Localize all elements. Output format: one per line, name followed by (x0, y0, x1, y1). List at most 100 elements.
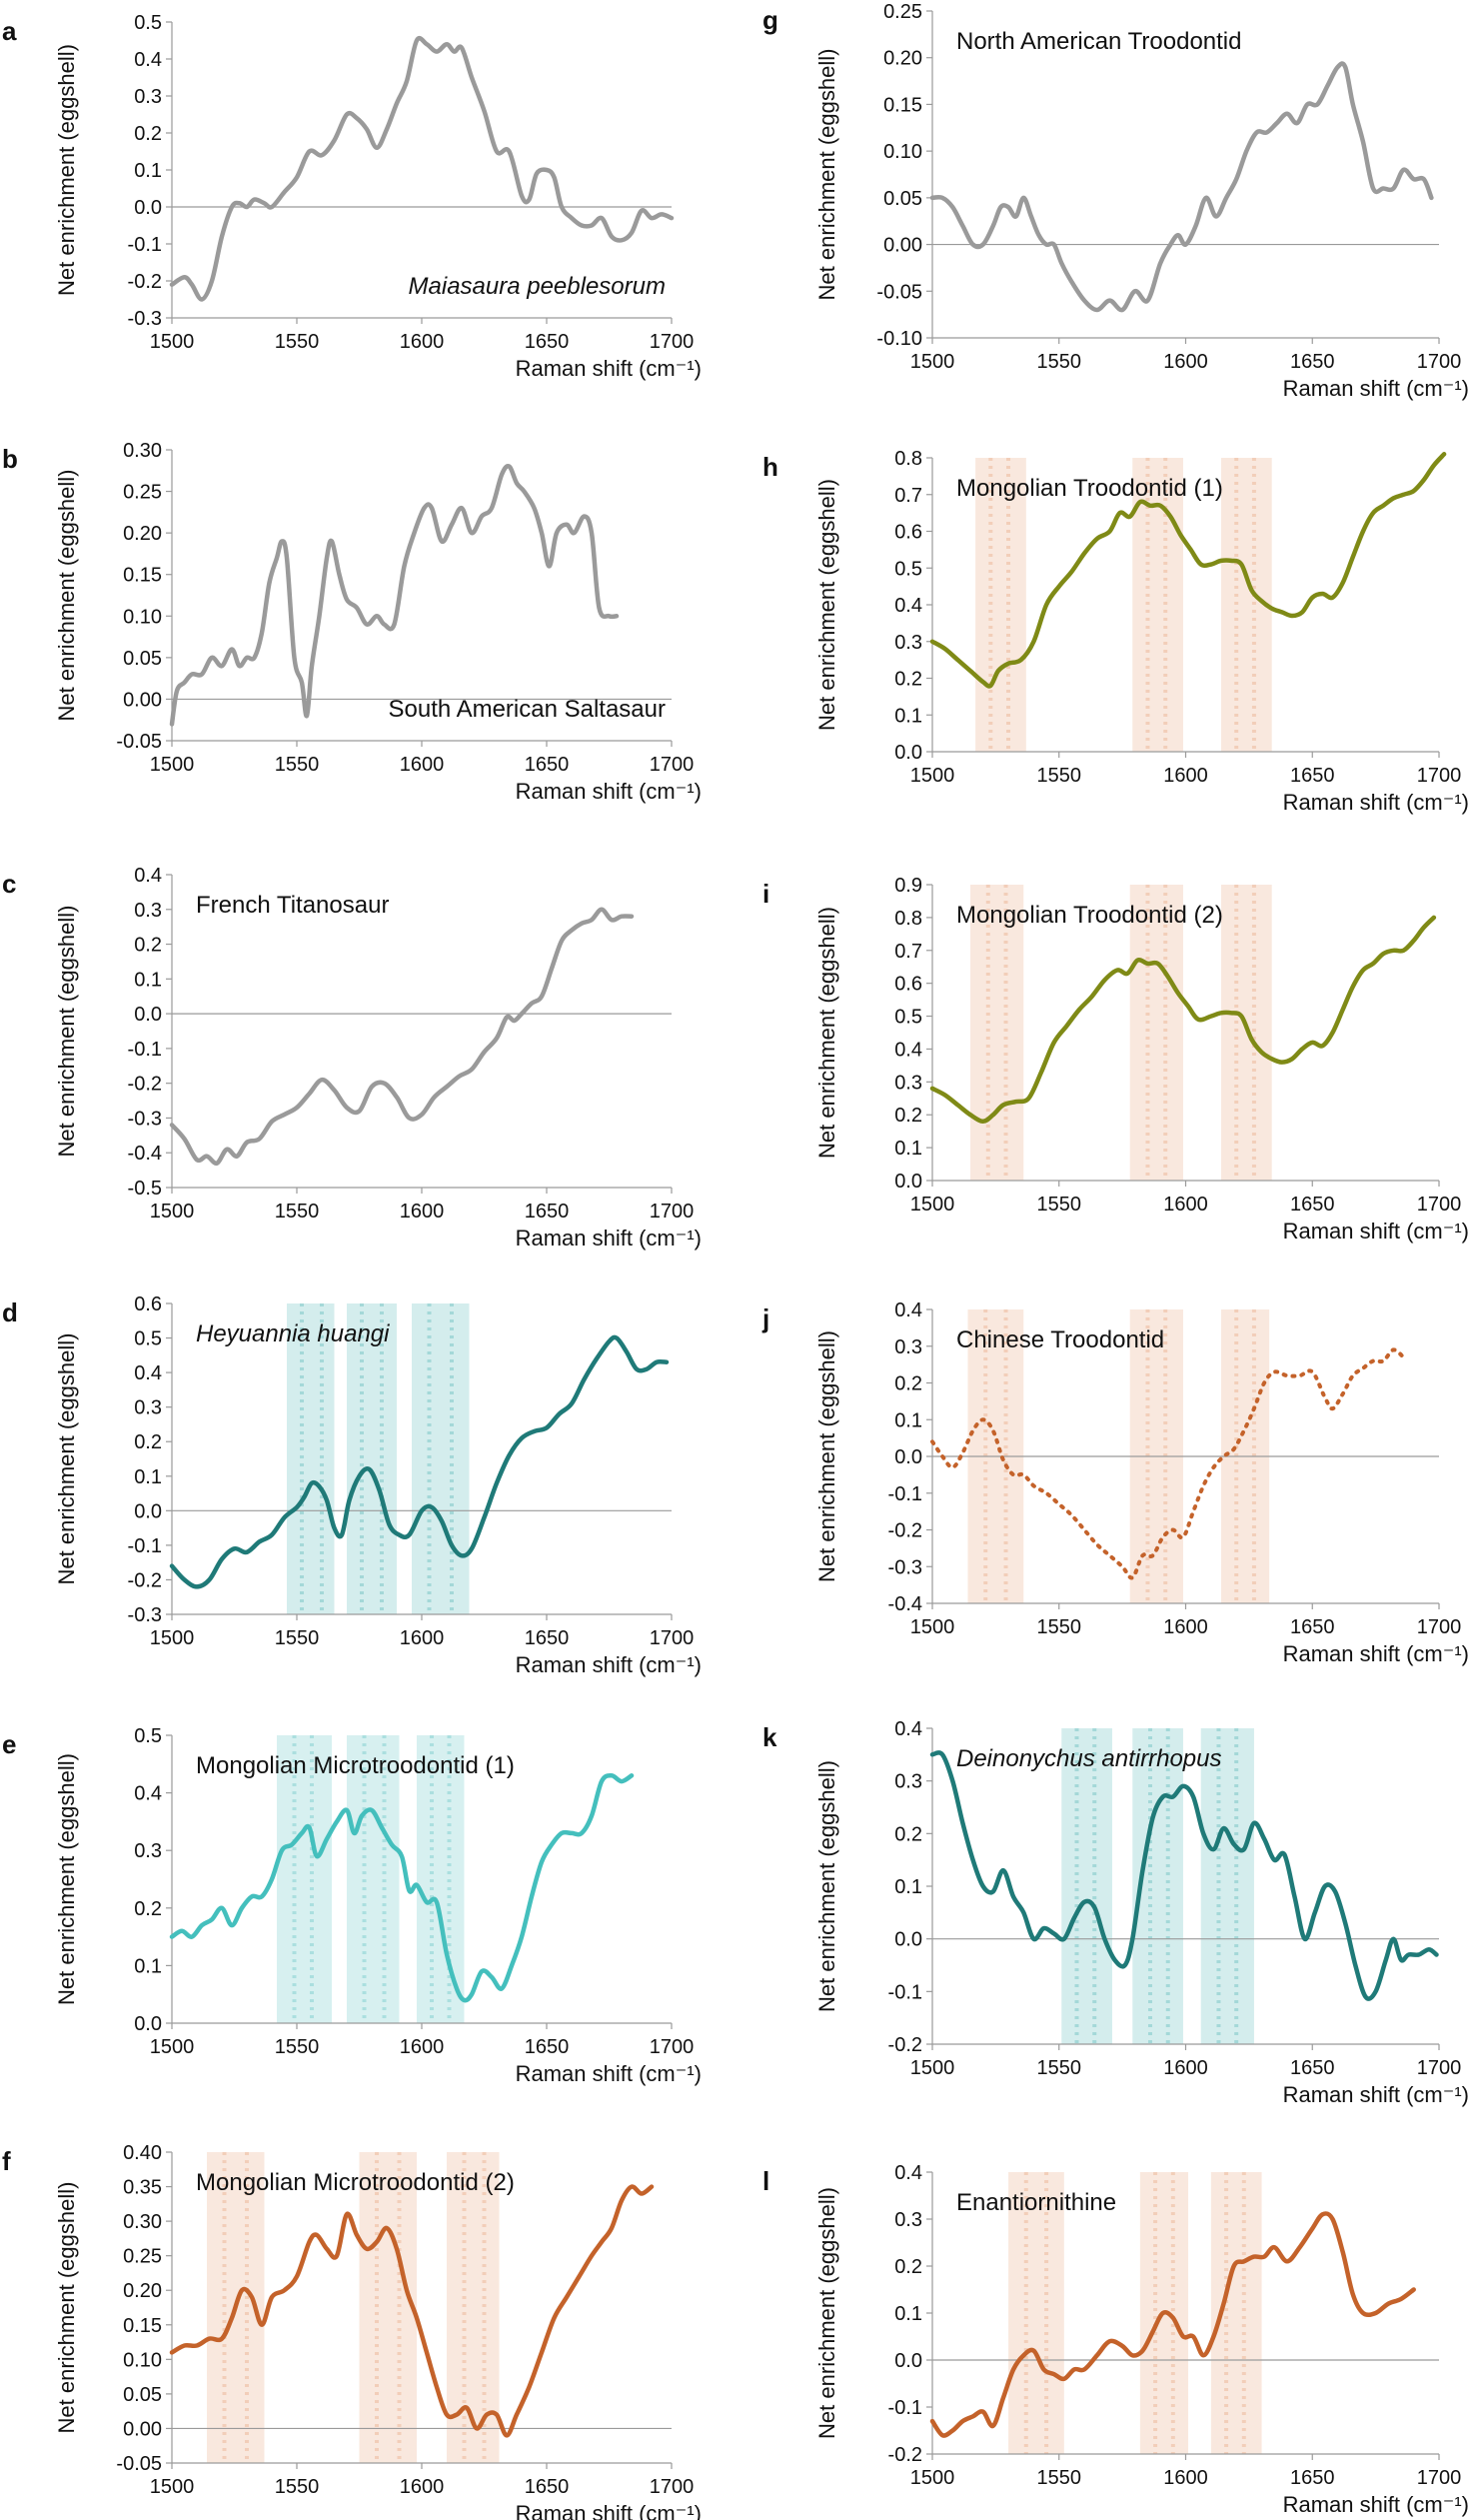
y-tick-label: -0.10 (876, 328, 922, 350)
band-e-0 (277, 1735, 332, 2023)
y-tick-label: 0.1 (134, 1955, 162, 1977)
y-tick-label: 0.25 (123, 482, 162, 504)
panel-b: -0.05 0.00 0.05 0.10 0.15 0.20 0.25 0.30 1500 155… (2, 440, 702, 804)
panel-title: North American Troodontid (956, 28, 1241, 55)
x-tick-label: 1600 (1163, 2057, 1208, 2079)
y-tick-label: 0.1 (134, 1466, 162, 1488)
y-tick-label: 0.0 (134, 1004, 162, 1026)
x-tick-label: 1550 (1037, 351, 1082, 373)
x-tick-label: 1550 (275, 2036, 320, 2058)
panel-letter: j (761, 1303, 769, 1333)
y-tick-label: 0.4 (134, 1783, 162, 1805)
y-tick-label: 0.3 (894, 1771, 922, 1793)
panel-h: 0.0 0.1 0.2 0.3 0.4 0.5 0.6 0.7 0.8 1500 1550 1600 1… (762, 448, 1469, 815)
y-tick-label: 0.3 (134, 1840, 162, 1862)
panel-title: South American Saltasaur (389, 696, 667, 723)
panel-title: Mongolian Microtroodontid (2) (196, 2169, 515, 2196)
panel-a: -0.3 -0.2 -0.1 0.0 0.1 0.2 0.3 0.4 0.5 1500 1550 16… (2, 12, 702, 381)
y-tick-label: 0.10 (123, 606, 162, 628)
y-tick-label: 0.3 (894, 1336, 922, 1358)
x-axis-label: Raman shift (cm⁻¹) (516, 356, 702, 381)
y-tick-label: 0.3 (894, 632, 922, 654)
panel-j: -0.4 -0.3 -0.2 -0.1 0.0 0.1 0.2 0.3 0.4 1500 1550 1… (761, 1299, 1469, 1666)
y-tick-label: 0.25 (123, 2246, 162, 2268)
y-axis-label: Net enrichment (eggshell) (814, 49, 839, 301)
y-tick-label: 0.0 (894, 1171, 922, 1193)
panel-title: Mongolian Microtroodontid (1) (196, 1752, 515, 1779)
panel-letter: i (762, 879, 769, 909)
y-tick-label: 0.0 (134, 2013, 162, 2035)
y-tick-label: 0.4 (134, 1362, 162, 1384)
y-axis-label: Net enrichment (eggshell) (814, 2187, 839, 2439)
x-tick-label: 1550 (1037, 2057, 1082, 2079)
y-tick-label: 0.5 (134, 1725, 162, 1747)
y-tick-label: 0.20 (123, 2280, 162, 2302)
y-tick-label: 0.3 (894, 2209, 922, 2231)
band-l-0 (1008, 2172, 1064, 2454)
series-line-b (169, 464, 620, 727)
y-tick-label: 0.0 (894, 2350, 922, 2372)
y-tick-label: 0.00 (883, 235, 922, 257)
y-tick-label: 0.05 (123, 648, 162, 670)
y-tick-label: 0.2 (894, 1105, 922, 1127)
x-tick-label: 1650 (1290, 2467, 1335, 2489)
y-tick-label: 0.3 (894, 1072, 922, 1094)
x-tick-label: 1700 (1417, 1616, 1462, 1638)
y-tick-label: 0.05 (123, 2384, 162, 2406)
y-tick-label: 0.2 (134, 935, 162, 957)
y-tick-label: -0.1 (128, 234, 162, 256)
x-tick-label: 1650 (525, 2476, 570, 2498)
y-tick-label: -0.2 (888, 2444, 922, 2466)
x-tick-label: 1500 (910, 1194, 955, 1216)
x-tick-label: 1700 (650, 2476, 695, 2498)
y-tick-label: 0.1 (134, 969, 162, 991)
band-l-2 (1210, 2172, 1262, 2454)
panel-letter: e (2, 1729, 16, 1759)
y-axis-label: Net enrichment (eggshell) (54, 1753, 79, 2005)
y-tick-label: 0.00 (123, 2418, 162, 2440)
x-tick-label: 1500 (150, 754, 195, 776)
x-tick-label: 1650 (1290, 1194, 1335, 1216)
y-tick-label: 0.6 (134, 1293, 162, 1315)
panel-k: -0.2 -0.1 0.0 0.1 0.2 0.3 0.4 1500 1550 1600 1650 1… (762, 1718, 1469, 2107)
panel-title: Enantiornithine (956, 2189, 1116, 2216)
x-tick-label: 1500 (910, 2057, 955, 2079)
x-tick-label: 1550 (1037, 765, 1082, 787)
series-line-i (929, 915, 1437, 1125)
x-tick-label: 1600 (400, 754, 445, 776)
y-tick-label: 0.1 (134, 160, 162, 182)
y-tick-label: -0.3 (128, 308, 162, 330)
series-line-j (930, 1347, 1406, 1580)
y-axis-label: Net enrichment (eggshell) (814, 479, 839, 731)
y-tick-label: 0.30 (123, 440, 162, 462)
series-line-e (169, 1773, 635, 2003)
y-tick-label: 0.5 (894, 1007, 922, 1029)
x-axis-label: Raman shift (cm⁻¹) (516, 779, 702, 804)
y-tick-label: 0.3 (134, 86, 162, 108)
x-tick-label: 1600 (400, 2036, 445, 2058)
y-tick-label: 0.8 (894, 908, 922, 930)
y-axis-label: Net enrichment (eggshell) (54, 44, 79, 296)
y-tick-label: -0.3 (128, 1604, 162, 1626)
y-tick-label: 0.2 (894, 1373, 922, 1395)
x-tick-label: 1500 (150, 1201, 195, 1223)
y-tick-label: 0.4 (894, 1039, 922, 1061)
x-tick-label: 1700 (1417, 2057, 1462, 2079)
band-d-1 (347, 1303, 397, 1614)
band-k-2 (1200, 1728, 1254, 2044)
y-tick-label: 0.20 (123, 523, 162, 545)
x-tick-label: 1550 (1037, 1194, 1082, 1216)
x-tick-label: 1550 (275, 331, 320, 353)
x-tick-label: 1700 (650, 754, 695, 776)
x-axis-label: Raman shift (cm⁻¹) (516, 2501, 702, 2520)
y-tick-label: 0.15 (123, 565, 162, 587)
y-tick-label: -0.3 (128, 1108, 162, 1130)
band-f-1 (359, 2152, 417, 2463)
y-tick-label: 0.1 (894, 1876, 922, 1898)
y-tick-label: 0.5 (894, 558, 922, 580)
panel-title: French Titanosaur (196, 892, 389, 919)
x-tick-label: 1550 (275, 1201, 320, 1223)
y-tick-label: 0.20 (883, 48, 922, 70)
panel-letter: k (762, 1722, 777, 1752)
x-tick-label: 1600 (400, 1201, 445, 1223)
